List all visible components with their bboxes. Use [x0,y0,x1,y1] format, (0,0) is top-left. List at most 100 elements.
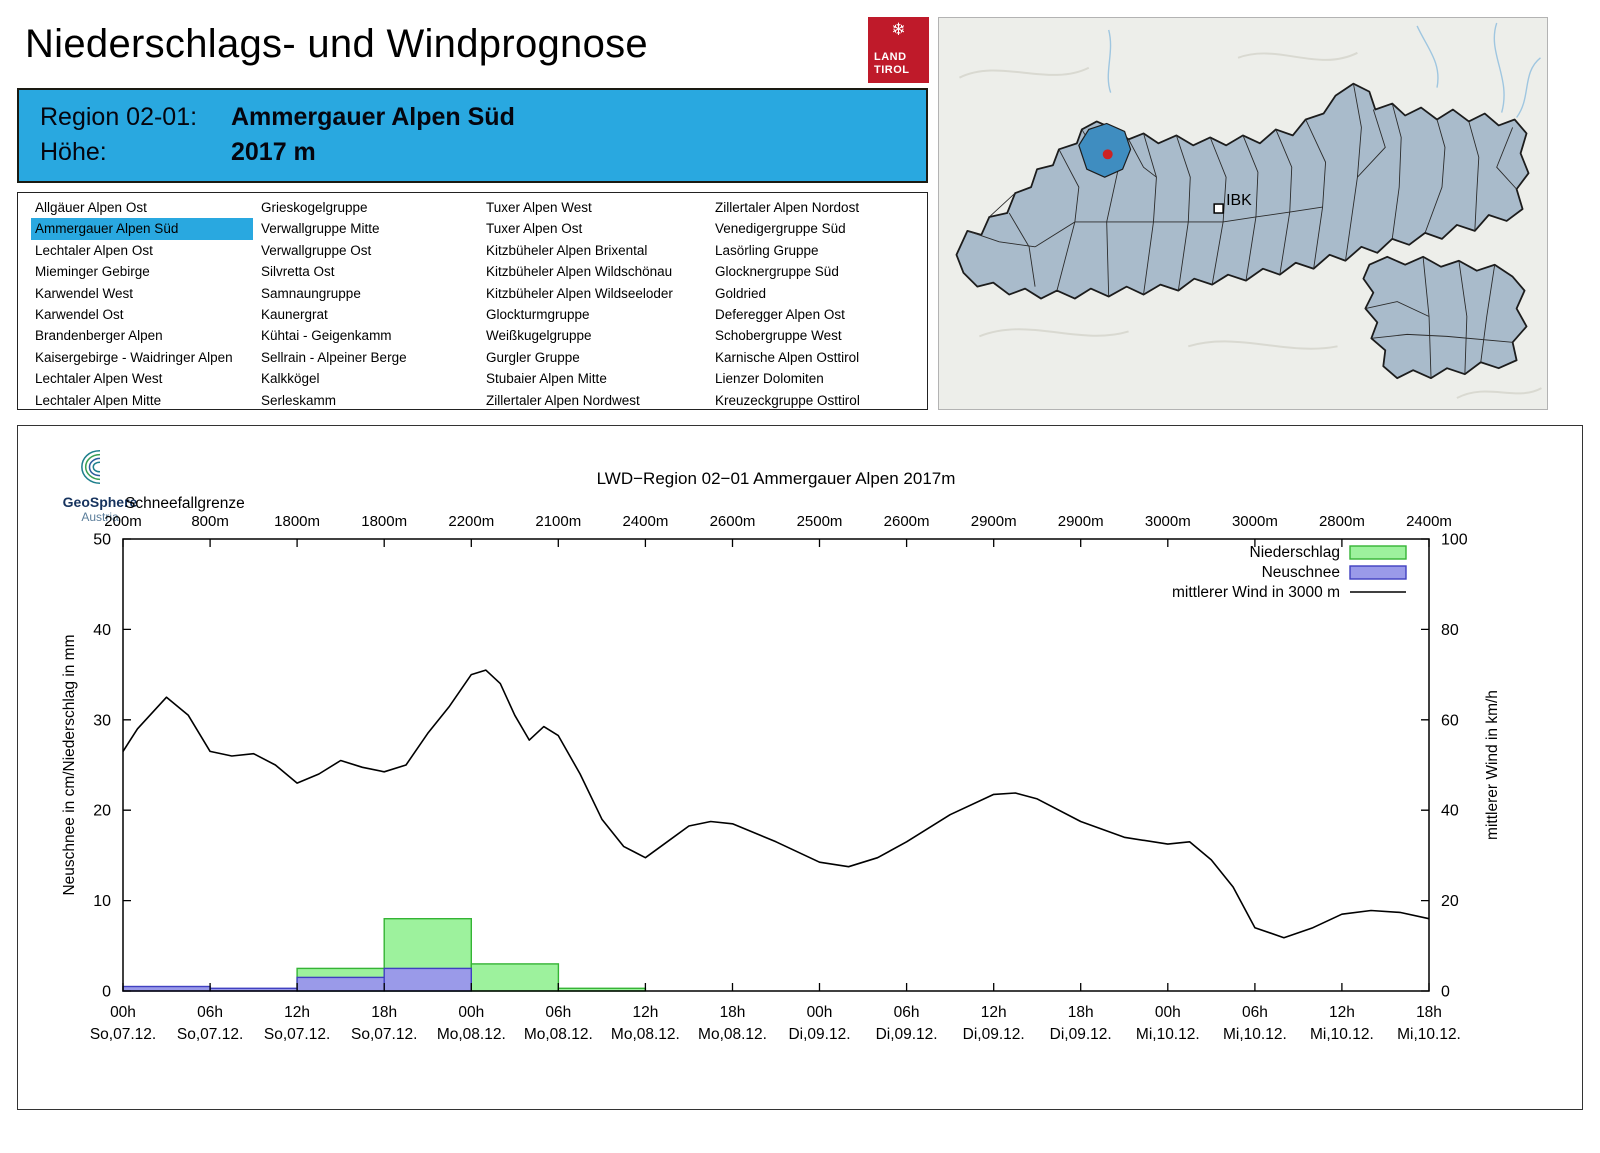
xtick-hour: 12h [284,1004,310,1021]
snowline-value: 200m [104,513,142,530]
snowline-value: 3000m [1145,513,1191,530]
altitude-value: 2017 m [231,138,316,167]
new-snow-bar [296,976,385,992]
region-item[interactable]: Ammergauer Alpen Süd [31,218,253,240]
region-item[interactable]: Kaisergebirge - Waidringer Alpen [35,349,233,365]
snowline-value: 2100m [535,513,581,530]
xtick-day: Di,09.12. [876,1026,938,1043]
xtick-hour: 06h [545,1004,571,1021]
ytick-left: 10 [93,893,111,910]
region-item[interactable]: Verwallgruppe Mitte [261,221,380,237]
xtick-hour: 00h [1155,1004,1181,1021]
ytick-right: 40 [1441,803,1459,820]
ytick-right: 20 [1441,893,1459,910]
xtick-day: So,07.12. [90,1026,156,1043]
xtick-hour: 06h [894,1004,920,1021]
region-item[interactable]: Sellrain - Alpeiner Berge [261,349,407,365]
ibk-marker [1213,203,1224,214]
forecast-chart: LWD−Region 02−01 Ammergauer Alpen 2017m S… [61,469,1501,1043]
region-item[interactable]: Verwallgruppe Ost [261,242,372,258]
xtick-hour: 12h [1329,1004,1355,1021]
region-item[interactable]: Lechtaler Alpen West [35,371,163,387]
region-item[interactable]: Kitzbüheler Alpen Wildseeloder [486,285,673,301]
region-item[interactable]: Lechtaler Alpen Mitte [35,392,162,408]
ylabel-right: mittlerer Wind in km/h [1484,690,1501,840]
wind-line [122,669,1430,939]
snowline-value: 3000m [1232,513,1278,530]
region-item[interactable]: Tuxer Alpen West [486,200,592,215]
region-item[interactable]: Stubaier Alpen Mitte [486,371,607,387]
region-item[interactable]: Samnaungruppe [261,285,361,301]
region-item[interactable]: Zillertaler Alpen Nordwest [486,392,640,408]
region-item[interactable]: Goldried [715,285,767,301]
xtick-day: So,07.12. [177,1026,243,1043]
xtick-day: So,07.12. [351,1026,417,1043]
snowline-value: 2200m [448,513,494,530]
region-item[interactable]: Gurgler Gruppe [486,349,580,365]
region-item[interactable]: Tuxer Alpen Ost [486,221,583,237]
precipitation-bar [470,963,560,992]
xtick-day: Mi,10.12. [1223,1026,1287,1043]
xtick-day: Mo,08.12. [611,1026,680,1043]
xtick-day: Mi,10.12. [1136,1026,1200,1043]
region-item[interactable]: Venedigergruppe Süd [715,221,846,237]
region-item[interactable]: Kalkkögel [261,371,320,387]
region-item[interactable]: Zillertaler Alpen Nordost [715,200,860,215]
tirol-region-map[interactable]: IBK [938,17,1548,410]
xtick-hour: 00h [110,1004,136,1021]
region-item[interactable]: Weißkugelgruppe [486,328,592,344]
legend-label: Niederschlag [1250,544,1340,561]
region-marker-dot [1102,149,1113,160]
ytick-right: 60 [1441,712,1459,729]
ytick-left: 40 [93,622,111,639]
region-item[interactable]: Deferegger Alpen Ost [715,306,845,322]
xtick-hour: 18h [1068,1004,1094,1021]
state-outline-east[interactable] [1362,255,1528,380]
region-item[interactable]: Mieminger Gebirge [35,264,150,280]
region-list: Allgäuer Alpen Ost Ammergauer Alpen Süd Le… [17,192,928,410]
region-item[interactable]: Lienzer Dolomiten [715,371,824,387]
xtick-hour: 12h [981,1004,1007,1021]
altitude-label: Höhe: [40,138,107,167]
xtick-day: Mi,10.12. [1310,1026,1374,1043]
snowflake-icon: ❄ [891,20,906,39]
region-item[interactable]: Silvretta Ost [261,264,335,280]
xtick-hour: 06h [1242,1004,1268,1021]
page-title: Niederschlags- und Windprognose [25,22,648,66]
ytick-right: 100 [1441,532,1468,549]
legend-swatch [1349,565,1407,580]
region-item[interactable]: Kitzbüheler Alpen Wildschönau [486,264,673,280]
ytick-left: 50 [93,532,111,549]
terrain-shading [959,51,1542,399]
region-item[interactable]: Serleskamm [261,392,337,408]
axis-ticks [122,538,1430,992]
region-item[interactable]: Glocknergruppe Süd [715,264,839,280]
ytick-left: 30 [93,712,111,729]
xtick-hour: 12h [632,1004,658,1021]
region-item[interactable]: Lechtaler Alpen Ost [35,242,153,258]
region-item[interactable]: Allgäuer Alpen Ost [35,200,147,215]
ytick-left: 0 [102,984,111,1001]
geosphere-logo: GeoSphere Austria [42,446,158,524]
xtick-day: Mo,08.12. [698,1026,767,1043]
region-info-box: Region 02-01: Ammergauer Alpen Süd Höhe:… [17,88,928,183]
region-item[interactable]: Grieskogelgruppe [261,200,368,215]
region-item[interactable]: Glockturmgruppe [486,306,590,322]
region-item[interactable]: Karwendel West [35,285,134,301]
ytick-right: 0 [1441,984,1450,1001]
region-item[interactable]: Lasörling Gruppe [715,242,819,258]
region-item[interactable]: Kühtai - Geigenkamm [261,328,392,344]
region-item[interactable]: Karwendel Ost [35,306,124,322]
region-item[interactable]: Brandenberger Alpen [35,328,163,344]
region-item[interactable]: Kaunergrat [261,306,328,322]
xtick-day: Mi,10.12. [1397,1026,1461,1043]
snowline-value: 2900m [971,513,1017,530]
snowline-value: 1800m [274,513,320,530]
snowline-value: 2800m [1319,513,1365,530]
region-item[interactable]: Karnische Alpen Osttirol [715,349,860,365]
map-svg[interactable]: IBK [939,18,1547,409]
region-item[interactable]: Schobergruppe West [715,328,842,344]
region-item[interactable]: Kreuzeckgruppe Osttirol [715,392,860,408]
region-item[interactable]: Kitzbüheler Alpen Brixental [486,242,648,258]
xtick-day: So,07.12. [264,1026,330,1043]
